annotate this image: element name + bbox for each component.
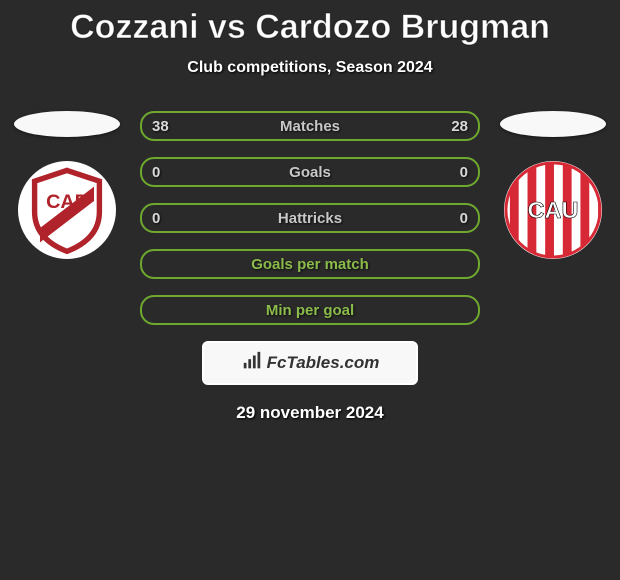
left-club-badge: CAP (18, 161, 116, 259)
subtitle: Club competitions, Season 2024 (0, 59, 620, 77)
stat-label: Hattricks (278, 210, 342, 227)
left-player-photo (14, 111, 120, 137)
svg-text:CAP: CAP (46, 191, 88, 213)
stat-right-value: 0 (460, 210, 468, 227)
stat-row: 38 Matches 28 (140, 111, 480, 141)
stat-left-value: 0 (152, 164, 160, 181)
fctables-icon (241, 350, 263, 377)
date-line: 29 november 2024 (0, 403, 620, 423)
stat-row: 0 Hattricks 0 (140, 203, 480, 233)
right-player-photo (500, 111, 606, 137)
stat-row: Goals per match (140, 249, 480, 279)
stat-label: Goals (289, 164, 331, 181)
stats-column: 38 Matches 28 0 Goals 0 0 Hattricks 0 Goals per m… (140, 111, 480, 325)
stat-row: 0 Goals 0 (140, 157, 480, 187)
stat-right-value: 0 (460, 164, 468, 181)
stat-row: Min per goal (140, 295, 480, 325)
stat-label: Goals per match (251, 256, 369, 273)
right-player-col: CAU (498, 111, 608, 259)
stat-left-value: 38 (152, 118, 169, 135)
stat-label: Min per goal (266, 302, 354, 319)
stat-right-value: 28 (451, 118, 468, 135)
fctables-watermark: FcTables.com (202, 341, 418, 385)
stat-label: Matches (280, 118, 340, 135)
left-player-col: CAP (12, 111, 122, 259)
stat-left-value: 0 (152, 210, 160, 227)
content-area: CAP 38 Matches 28 0 Goals 0 0 Hattricks 0 Goals p… (0, 111, 620, 325)
right-club-badge: CAU (504, 161, 602, 259)
svg-text:CAU: CAU (528, 197, 579, 223)
page-title: Cozzani vs Cardozo Brugman (0, 0, 620, 47)
fctables-label: FcTables.com (267, 353, 380, 373)
